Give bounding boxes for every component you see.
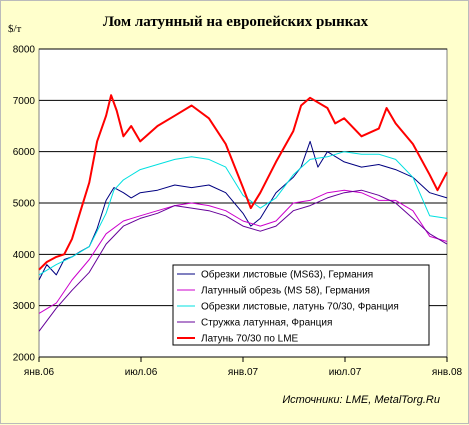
x-tick-label: янв.08 bbox=[432, 367, 463, 378]
series-line-2 bbox=[38, 189, 448, 314]
x-tick-label: янв.07 bbox=[228, 367, 259, 378]
legend-label-2: Латунный обрезь (MS 58), Германия bbox=[201, 285, 370, 297]
series-line-4 bbox=[38, 189, 448, 332]
y-tick-label: 6000 bbox=[13, 147, 36, 158]
y-tick-label: 3000 bbox=[13, 301, 36, 312]
legend-label-5: Латунь 70/30 по LME bbox=[201, 334, 299, 345]
source-note: Источники: LME, MetalTorg.Ru bbox=[282, 394, 440, 406]
series-line-5 bbox=[38, 94, 448, 271]
y-tick-label: 7000 bbox=[13, 96, 36, 107]
y-tick-label: 8000 bbox=[13, 45, 36, 56]
legend-label-4: Стружка латунная, Франция bbox=[201, 318, 332, 329]
legend-label-1: Обрезки листовые (MS63), Германия bbox=[201, 269, 373, 281]
x-tick-label: июл.07 bbox=[329, 367, 362, 378]
y-tick-label: 4000 bbox=[13, 250, 36, 261]
chart-title: Лом латунный на европейских рынках bbox=[102, 14, 369, 30]
x-tick-label: июл.06 bbox=[125, 367, 158, 378]
y-axis-unit-label: $/т bbox=[8, 23, 22, 35]
series-line-3 bbox=[38, 151, 448, 276]
legend-label-3: Обрезки листовые, латунь 70/30, Франция bbox=[201, 301, 399, 313]
x-tick-label: янв.06 bbox=[24, 367, 55, 378]
y-tick-label: 2000 bbox=[13, 353, 36, 364]
legend-box bbox=[172, 264, 430, 346]
y-tick-label: 5000 bbox=[13, 199, 36, 210]
